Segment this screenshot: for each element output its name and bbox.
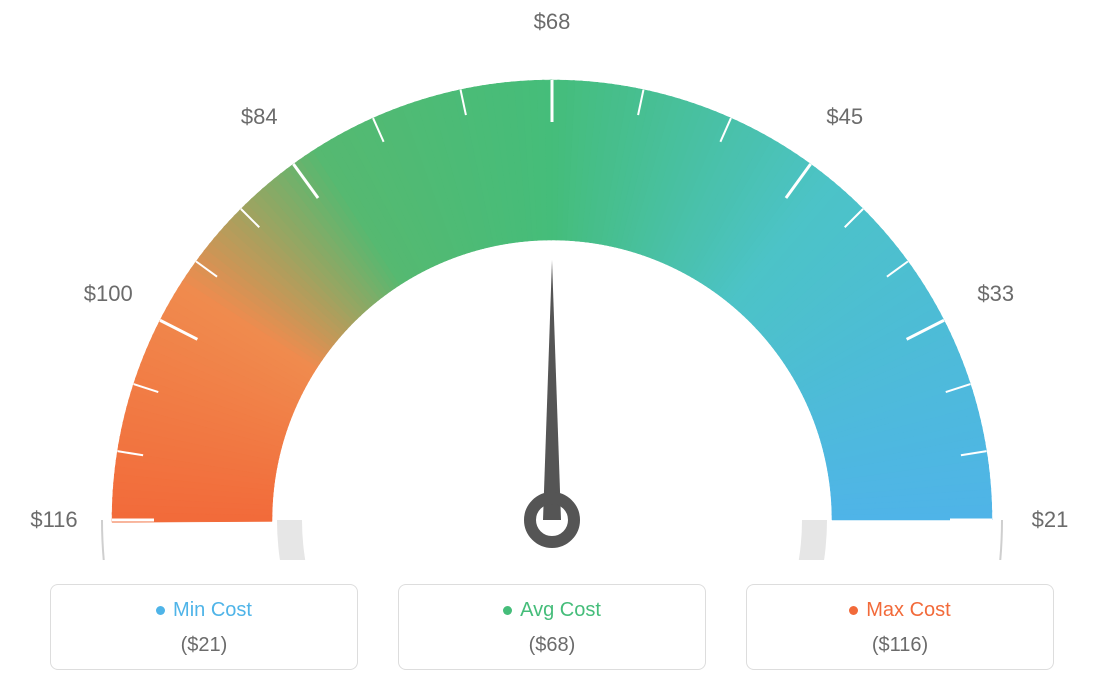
legend-value-avg: ($68) (409, 634, 695, 657)
legend-value-min: ($21) (61, 634, 347, 657)
gauge-tick-label: $100 (84, 281, 133, 307)
legend-dot-min (156, 606, 165, 615)
legend-title-avg: Avg Cost (503, 599, 601, 622)
legend-title-max: Max Cost (849, 599, 950, 622)
gauge-tick-label: $45 (826, 104, 863, 130)
legend-card-min: Min Cost ($21) (50, 584, 358, 670)
legend-row: Min Cost ($21) Avg Cost ($68) Max Cost (… (0, 584, 1104, 670)
legend-dot-max (849, 606, 858, 615)
gauge-tick-label: $33 (977, 281, 1014, 307)
legend-card-max: Max Cost ($116) (746, 584, 1054, 670)
gauge-tick-label: $68 (534, 9, 571, 35)
legend-title-min: Min Cost (156, 599, 252, 622)
gauge-tick-label: $84 (241, 104, 278, 130)
gauge-tick-label: $21 (1032, 507, 1069, 533)
legend-label-min: Min Cost (173, 599, 252, 622)
legend-label-avg: Avg Cost (520, 599, 601, 622)
gauge-svg (0, 0, 1104, 560)
legend-value-max: ($116) (757, 634, 1043, 657)
legend-dot-avg (503, 606, 512, 615)
gauge-chart: $21 $33 $45 $68 $84 $100 $116 (0, 0, 1104, 560)
gauge-tick-label: $116 (30, 507, 77, 533)
legend-label-max: Max Cost (866, 599, 950, 622)
legend-card-avg: Avg Cost ($68) (398, 584, 706, 670)
chart-container: $21 $33 $45 $68 $84 $100 $116 Min Cost ($21) A… (0, 0, 1104, 690)
